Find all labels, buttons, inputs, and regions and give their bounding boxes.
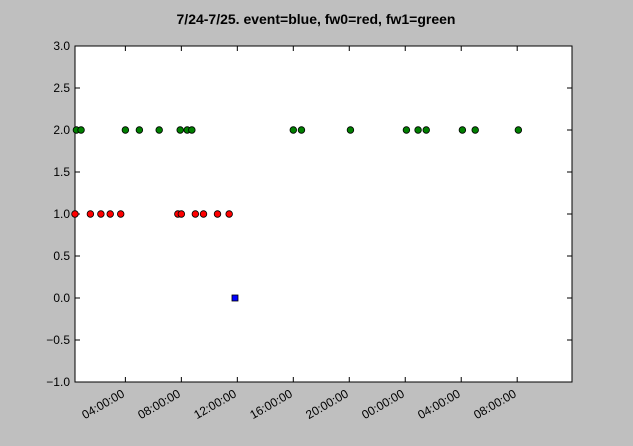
fw0-point xyxy=(86,210,95,218)
fw0-point xyxy=(225,210,233,218)
ytick-label: −1.0 xyxy=(46,375,70,389)
fw0-point xyxy=(191,210,200,218)
fw1-point xyxy=(297,126,306,134)
xtick-label: 08:00:00 xyxy=(471,386,519,422)
xtick-label: 20:00:00 xyxy=(303,386,351,422)
ytick-label: 2.0 xyxy=(53,123,70,137)
fw1-point xyxy=(514,126,523,134)
fw1-point xyxy=(414,126,422,134)
ytick-label: 3.0 xyxy=(53,39,70,53)
xtick-label: 08:00:00 xyxy=(135,386,183,422)
fw1-point xyxy=(77,126,85,134)
ytick-label: 2.5 xyxy=(53,81,70,95)
fw0-point xyxy=(117,210,125,218)
xtick-label: 16:00:00 xyxy=(247,386,295,422)
fw0-point xyxy=(71,210,79,218)
fw0-point xyxy=(213,210,222,218)
ytick-label: 0.5 xyxy=(53,249,70,263)
fw0-point xyxy=(106,210,114,218)
fw1-point xyxy=(289,126,297,134)
ytick-label: 0.0 xyxy=(53,291,70,305)
fw1-point xyxy=(188,126,196,134)
xtick-label: 00:00:00 xyxy=(359,386,407,422)
fw1-point xyxy=(458,126,467,134)
fw0-point xyxy=(177,210,186,218)
event-point xyxy=(231,294,239,302)
ytick-label: 1.5 xyxy=(53,165,70,179)
plot-area xyxy=(74,45,573,383)
fw1-point xyxy=(422,126,430,134)
fw0-point xyxy=(97,210,105,218)
fw1-point xyxy=(155,126,163,134)
fw1-point xyxy=(176,126,184,134)
xtick-label: 04:00:00 xyxy=(415,386,463,422)
chart-title: 7/24-7/25. event=blue, fw0=red, fw1=gree… xyxy=(177,11,456,27)
fw1-point xyxy=(121,126,130,134)
fw1-point xyxy=(471,126,479,134)
xtick-label: 12:00:00 xyxy=(191,386,239,422)
data-points xyxy=(71,126,523,302)
fw1-point xyxy=(346,126,355,134)
ytick-label: 1.0 xyxy=(53,207,70,221)
ytick-label: −0.5 xyxy=(46,333,70,347)
fw0-point xyxy=(199,210,208,218)
fw1-point xyxy=(135,126,144,134)
xtick-label: 04:00:00 xyxy=(79,386,127,422)
fw1-point xyxy=(402,126,411,134)
